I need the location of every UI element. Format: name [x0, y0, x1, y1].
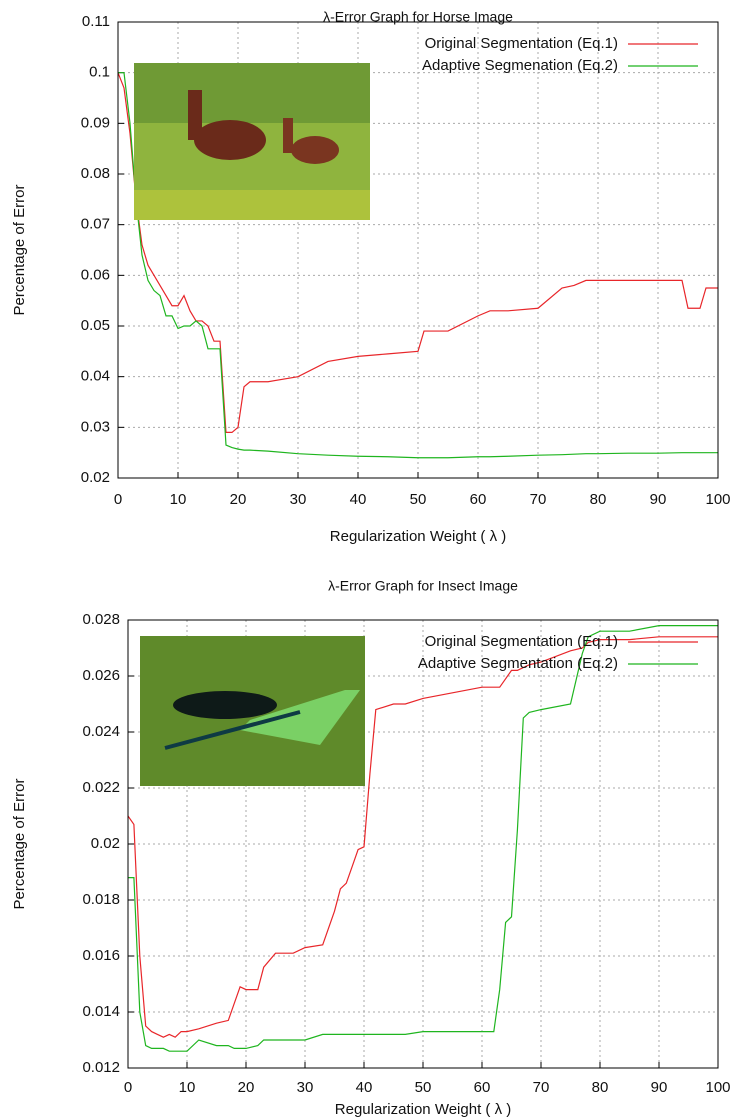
x-tick-label: 20: [230, 491, 247, 508]
y-tick-label: 0.02: [81, 469, 110, 486]
x-axis-label: Regularization Weight ( λ ): [335, 1101, 511, 1118]
insect-photo: [140, 636, 365, 786]
y-tick-label: 0.024: [82, 723, 120, 740]
x-tick-label: 70: [533, 1079, 550, 1096]
y-tick-label: 0.018: [82, 891, 120, 908]
series-line: [117, 72, 718, 433]
y-tick-label: 0.022: [82, 779, 120, 796]
legend-label: Original Segmentation (Eq.1): [425, 633, 618, 650]
charts: λ-Error Graph for Horse Image Regularizat…: [11, 9, 731, 1118]
y-tick-label: 0.05: [81, 317, 110, 334]
chart-title: λ-Error Graph for Horse Image: [323, 9, 513, 25]
x-tick-label: 40: [350, 491, 367, 508]
y-tick-label: 0.012: [82, 1059, 120, 1076]
series-line: [127, 636, 718, 1038]
y-tick-label: 0.09: [81, 114, 110, 131]
y-tick-label: 0.07: [81, 216, 110, 233]
x-tick-label: 80: [592, 1079, 609, 1096]
x-tick-label: 0: [114, 491, 122, 508]
x-tick-label: 70: [530, 491, 547, 508]
y-tick-label: 0.11: [82, 13, 110, 30]
plot-frame: [127, 619, 719, 1069]
legend-label: Adaptive Segmenation (Eq.2): [422, 57, 618, 74]
chart-title: λ-Error Graph for Insect Image: [328, 578, 518, 594]
x-tick-label: 60: [470, 491, 487, 508]
x-tick-label: 90: [650, 491, 667, 508]
y-tick-label: 0.1: [89, 64, 110, 81]
x-tick-label: 10: [179, 1079, 196, 1096]
y-tick-label: 0.03: [81, 418, 110, 435]
y-axis-label: Percentage of Error: [11, 779, 28, 910]
x-tick-label: 30: [290, 491, 307, 508]
y-tick-label: 0.06: [81, 266, 110, 283]
y-tick-label: 0.016: [82, 947, 120, 964]
y-tick-label: 0.014: [82, 1003, 120, 1020]
legend-label: Adaptive Segmentation (Eq.2): [418, 655, 618, 672]
x-tick-label: 10: [170, 491, 187, 508]
x-tick-label: 50: [410, 491, 427, 508]
x-tick-label: 100: [705, 1079, 730, 1096]
x-tick-label: 80: [590, 491, 607, 508]
y-tick-label: 0.08: [81, 165, 110, 182]
x-tick-label: 0: [124, 1079, 132, 1096]
plot-frame: [117, 21, 719, 479]
x-tick-label: 40: [356, 1079, 373, 1096]
x-tick-label: 30: [297, 1079, 314, 1096]
x-tick-label: 20: [238, 1079, 255, 1096]
x-tick-label: 60: [474, 1079, 491, 1096]
x-tick-label: 90: [651, 1079, 668, 1096]
series-line: [118, 72, 718, 459]
y-tick-label: 0.04: [81, 368, 110, 385]
legend-label: Original Segmentation (Eq.1): [425, 35, 618, 52]
y-tick-label: 0.028: [82, 611, 120, 628]
horse-photo: [134, 63, 370, 220]
y-tick-label: 0.026: [82, 667, 120, 684]
x-tick-label: 50: [415, 1079, 432, 1096]
y-axis-label: Percentage of Error: [11, 185, 28, 316]
x-tick-label: 100: [705, 491, 730, 508]
x-axis-label: Regularization Weight ( λ ): [330, 528, 506, 545]
series-line: [128, 625, 718, 1052]
y-tick-label: 0.02: [91, 835, 120, 852]
